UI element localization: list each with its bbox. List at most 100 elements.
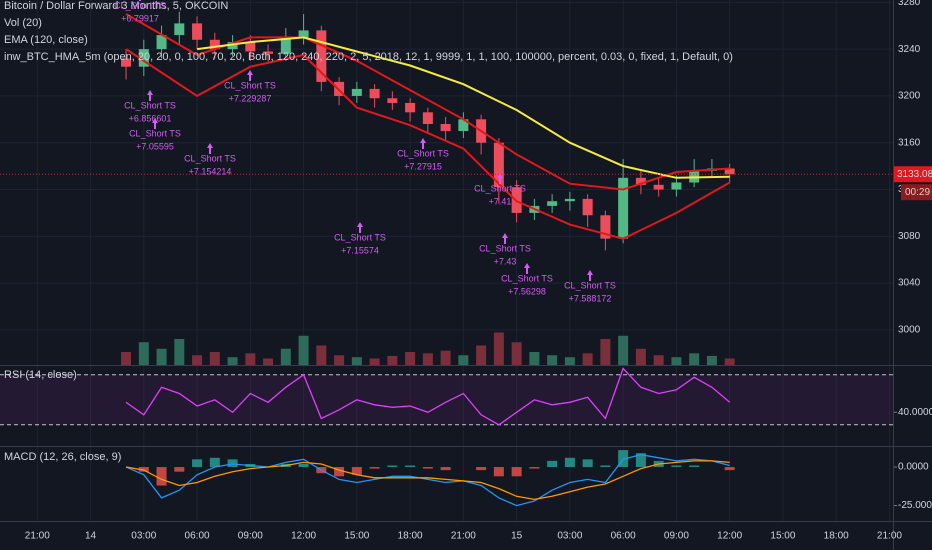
x-tick-label: 06:00	[185, 531, 210, 542]
candle-body	[280, 37, 291, 54]
volume-bar	[706, 355, 717, 365]
annotation-arrow	[420, 138, 426, 149]
macd-title: MACD (12, 26, close, 9)	[4, 451, 121, 463]
macd-histogram	[405, 465, 416, 468]
price-tag-label: 3133.08	[897, 169, 932, 180]
macd-histogram	[493, 467, 504, 477]
annotation-arrow	[502, 233, 508, 244]
volume-bar	[227, 357, 238, 365]
volume-bar	[351, 357, 362, 365]
legend-volume: Vol (20)	[4, 17, 42, 29]
candle-body	[440, 124, 451, 132]
macd-histogram	[422, 467, 433, 469]
candle-body	[600, 215, 611, 239]
volume-bar	[653, 355, 664, 365]
annotation-value: +7.154214	[189, 166, 232, 176]
x-tick-label: 09:00	[664, 531, 689, 542]
x-tick-label: 12:00	[717, 531, 742, 542]
x-tick-label: 15	[511, 531, 523, 542]
volume-bar	[263, 358, 274, 365]
annotation-value: +6.79917	[121, 13, 159, 23]
x-tick-label: 21:00	[877, 531, 902, 542]
volume-bar	[422, 353, 433, 365]
volume-bar	[564, 357, 575, 365]
macd-histogram	[511, 467, 522, 477]
annotation-arrow	[152, 118, 158, 129]
volume-bar	[387, 355, 398, 365]
volume-bar	[511, 342, 522, 365]
volume-bar	[121, 352, 132, 365]
volume-bar	[458, 355, 469, 365]
macd-histogram	[476, 467, 487, 471]
hma-band	[125, 48, 731, 240]
candle-body	[351, 88, 362, 96]
candle-body	[405, 102, 416, 113]
y-tick-label: 3160	[898, 137, 921, 148]
annotation-arrow	[357, 222, 363, 233]
annotation-label: CL_Short TS	[114, 0, 166, 10]
candle-body	[263, 51, 274, 54]
annotation-value: +7.27915	[404, 161, 442, 171]
macd-histogram	[209, 457, 220, 468]
macd-histogram	[547, 460, 558, 468]
annotation-arrow	[207, 143, 213, 154]
y-tick-label: 3240	[898, 44, 921, 55]
macd-histogram	[440, 467, 451, 471]
y-tick-label: 40.0000	[898, 407, 932, 418]
candle-body	[671, 182, 682, 190]
macd-histogram	[635, 453, 646, 468]
annotation-label: CL_Short TS	[129, 128, 181, 138]
candle-body	[298, 30, 309, 38]
y-tick-label: -25.0000	[898, 500, 932, 511]
x-tick-label: 21:00	[25, 531, 50, 542]
candle-body	[724, 168, 735, 175]
volume-bar	[582, 353, 593, 365]
macd-histogram	[351, 467, 362, 475]
y-tick-label: 3000	[898, 325, 921, 336]
annotation-arrow	[524, 263, 530, 274]
candle-body	[121, 58, 132, 67]
marks	[0, 0, 893, 507]
rsi-title: RSI (14, close)	[4, 369, 77, 381]
y-tick-label: 0.0000	[898, 462, 929, 473]
volume-bar	[156, 348, 167, 365]
candle-body	[316, 30, 327, 82]
candle-body	[369, 88, 380, 99]
annotation-value: +7.05595	[136, 141, 174, 151]
grid	[0, 0, 897, 521]
volume-bar	[280, 348, 291, 365]
volume-bar	[209, 352, 220, 365]
macd-histogram	[529, 467, 540, 469]
volume-bar	[529, 352, 540, 365]
annotation-arrow	[247, 70, 253, 81]
volume-bar	[476, 345, 487, 365]
volume-bar	[671, 357, 682, 365]
rsi-band	[0, 374, 893, 425]
annotation-label: CL_Short TS	[124, 100, 176, 110]
price-tag	[894, 166, 932, 183]
candle-body	[582, 198, 593, 216]
annotation-value: +7.56298	[508, 286, 546, 296]
macd-histogram	[582, 459, 593, 468]
macd-histogram	[387, 465, 398, 468]
volume-bar	[138, 342, 149, 365]
volume-bar	[547, 355, 558, 365]
macd-histogram	[138, 467, 149, 472]
annotation-arrow	[497, 173, 503, 184]
volume-bar	[689, 353, 700, 365]
volume-bar	[493, 332, 504, 365]
annotation-label: CL_Short TS	[501, 273, 553, 283]
candle-body	[156, 35, 167, 50]
y-tick-label: 3080	[898, 231, 921, 242]
x-tick-label: 15:00	[344, 531, 369, 542]
candle-body	[422, 112, 433, 125]
macd-histogram	[724, 467, 735, 471]
legend-indicator: inw_BTC_HMA_5m (open, 20, 20, 0, 100, 70…	[4, 51, 733, 63]
indicator-line	[125, 367, 731, 426]
annotation-label: CL_Short TS	[334, 232, 386, 242]
x-tick-label: 18:00	[824, 531, 849, 542]
candle-body	[174, 23, 185, 36]
candle-body	[227, 42, 238, 50]
candle-body	[618, 177, 629, 239]
